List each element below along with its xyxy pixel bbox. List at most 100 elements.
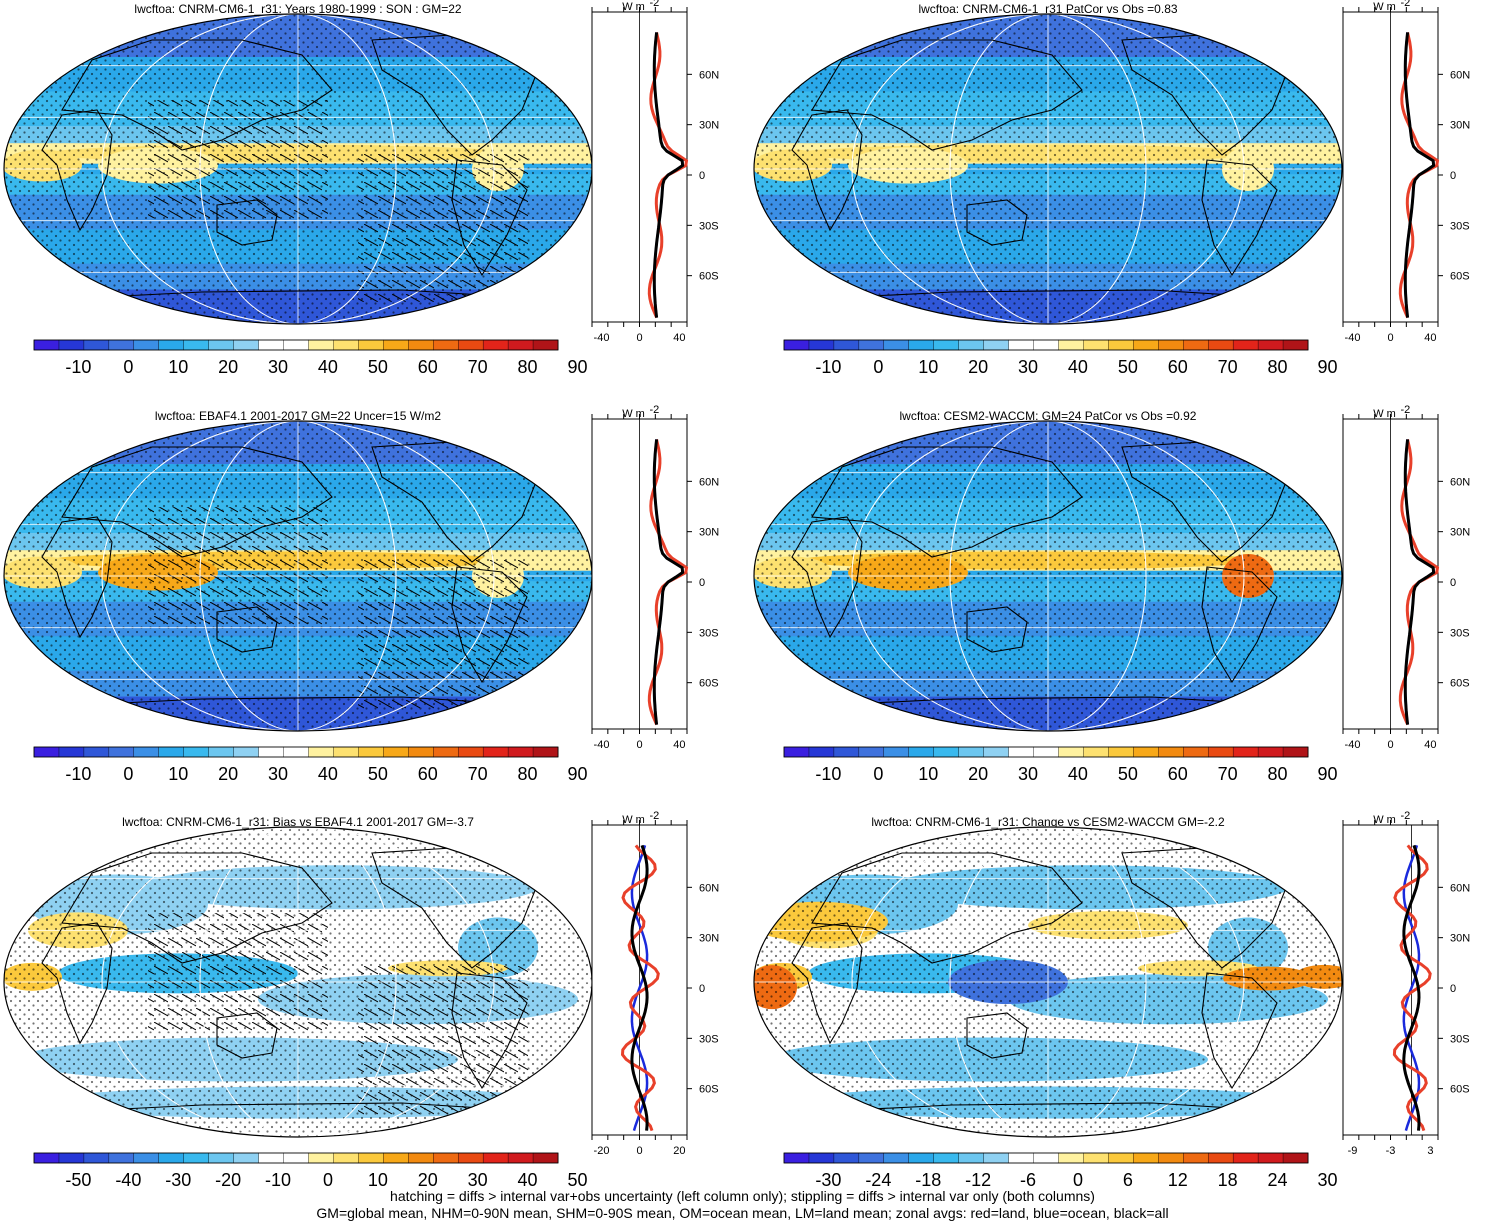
zonal-lat-tick-label: 60N [699, 476, 719, 488]
colorbar-tick-label: 70 [1218, 357, 1238, 377]
colorbar-swatch [1033, 1152, 1059, 1164]
colorbar-swatch [808, 746, 835, 758]
colorbar-swatch [283, 746, 309, 758]
colorbar-tick-label: 20 [418, 1170, 438, 1190]
colorbar-tick-label: 50 [567, 1170, 587, 1190]
colorbar-swatch [433, 746, 459, 758]
zonal-lat-tick-label: 60N [699, 69, 719, 81]
colorbar-tick-label: 24 [1268, 1170, 1288, 1190]
colorbar-tick-label: 90 [567, 764, 587, 784]
colorbar-swatch [308, 339, 334, 351]
colorbar-swatch [1033, 339, 1059, 351]
footer-hatching-note: hatching = diffs > internal var+obs unce… [390, 1188, 1095, 1204]
zonal-lat-tick-label: 60S [699, 271, 719, 283]
colorbar-tick-label: 40 [1068, 357, 1088, 377]
zonal-lat-tick-label: 30N [1450, 527, 1470, 539]
colorbar-swatch [1133, 1152, 1159, 1164]
zonal-lat-tick-label: 30N [699, 527, 719, 539]
colorbar-swatch [233, 1152, 260, 1164]
colorbar-swatch [532, 339, 559, 351]
colorbar-swatch [983, 746, 1010, 758]
map-title: lwcftoa: CNRM-CM6-1_r31: Bias vs EBAF4.1… [122, 815, 474, 829]
colorbar-tick-label: 10 [168, 357, 188, 377]
colorbar-tick-label: 0 [323, 1170, 333, 1190]
colorbar-tick-label: -10 [815, 357, 841, 377]
colorbar-swatch [532, 1152, 559, 1164]
colorbar-tick-label: 0 [1073, 1170, 1083, 1190]
zonal-curve-all [652, 439, 685, 725]
colorbar-swatch [958, 746, 985, 758]
colorbar-swatch [83, 1152, 110, 1164]
zonal-lat-tick-label: 60S [1450, 678, 1470, 690]
colorbar-swatch [958, 339, 985, 351]
coastlines [791, 34, 1313, 301]
colorbar-swatch [58, 1152, 85, 1164]
colorbar-tick-label: -18 [915, 1170, 941, 1190]
zonal-curve-land [647, 439, 689, 726]
zonal-x-tick-label: 40 [1424, 332, 1436, 344]
map-border [753, 13, 1343, 325]
zonal-lat-tick-label: 0 [1450, 170, 1456, 182]
zonal-lat-tick-label: 30S [1450, 220, 1470, 232]
colorbar-swatch [933, 339, 960, 351]
colorbar-swatch [908, 1152, 935, 1164]
zonal-x-tick-label: -3 [1386, 1145, 1396, 1157]
colorbar-swatch [383, 746, 409, 758]
zonal-mean-panel: W m -2 -40 0 40 60N 30N 0 30S 60S [1342, 404, 1470, 751]
colorbar-swatch [358, 339, 384, 351]
zonal-lat-tick-label: 30S [699, 1033, 719, 1045]
zonal-x-tick-label: 0 [636, 1145, 642, 1157]
colorbar-swatch [833, 1152, 860, 1164]
colorbar-tick-label: 80 [1268, 764, 1288, 784]
colorbar-swatch [883, 1152, 910, 1164]
colorbar-tick-label: 90 [1317, 357, 1337, 377]
colorbar-swatch [883, 339, 910, 351]
colorbar-tick-label: -10 [265, 1170, 291, 1190]
colorbar-swatch [108, 1152, 135, 1164]
colorbar-swatch [283, 339, 309, 351]
colorbar-swatch [833, 339, 860, 351]
colorbar-swatch [408, 1152, 434, 1164]
zonal-lat-tick-label: 30S [1450, 627, 1470, 639]
footer-legend-note: GM=global mean, NHM=0-90N mean, SHM=0-90… [316, 1205, 1169, 1221]
colorbar-swatch [1108, 339, 1134, 351]
colorbar-swatch [108, 746, 135, 758]
zonal-lat-tick-label: 60S [699, 1084, 719, 1096]
colorbar-swatch [208, 746, 235, 758]
zonal-curve-land [1392, 844, 1432, 1132]
colorbar-swatch [233, 746, 260, 758]
colorbar-swatch [858, 339, 885, 351]
zonal-lat-tick-label: 60N [1450, 882, 1470, 894]
zonal-x-tick-label: 0 [1387, 332, 1393, 344]
colorbar-swatch [33, 1152, 60, 1164]
colorbar-tick-label: 70 [468, 764, 488, 784]
colorbar-swatch [433, 1152, 459, 1164]
colorbar-swatch [833, 746, 860, 758]
colorbar-tick-label: 40 [518, 1170, 538, 1190]
colorbar-swatch [1257, 746, 1284, 758]
colorbar-swatch [358, 1152, 384, 1164]
colorbar-tick-label: -50 [65, 1170, 91, 1190]
colorbar-swatch [83, 339, 110, 351]
zonal-x-tick-label: 20 [673, 1145, 685, 1157]
colorbar-tick-label: 40 [318, 764, 338, 784]
colorbar-swatch [58, 746, 85, 758]
colorbar-swatch [258, 339, 285, 351]
zonal-curve-ocean [1404, 439, 1435, 725]
zonal-x-tick-label: 0 [636, 739, 642, 751]
map-field [754, 14, 1342, 324]
zonal-unit-label: W m [1373, 814, 1396, 826]
colorbar-swatch [1232, 746, 1259, 758]
colorbar-swatch [183, 339, 210, 351]
colorbar-swatch [1207, 746, 1234, 758]
colorbar-tick-label: 50 [368, 357, 388, 377]
colorbar-swatch [108, 339, 135, 351]
colorbar-swatch [1207, 1152, 1234, 1164]
colorbar-tick-label: 10 [918, 764, 938, 784]
colorbar-swatch [383, 1152, 409, 1164]
colorbar-swatch [358, 746, 384, 758]
colorbar-tick-label: -10 [815, 764, 841, 784]
